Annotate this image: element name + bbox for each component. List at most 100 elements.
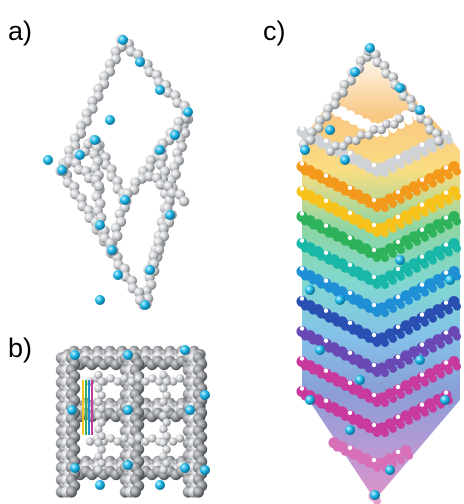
hydrogen-atom xyxy=(419,177,425,182)
nitrogen-atom xyxy=(315,345,325,355)
nitrogen-atom xyxy=(113,270,123,280)
hydrogen-atom xyxy=(371,274,377,280)
hydrogen-atom xyxy=(443,390,449,395)
layer-atom xyxy=(381,429,389,437)
framework-atom xyxy=(331,141,341,151)
hydrogen-atom xyxy=(395,384,401,390)
framework-atom xyxy=(168,437,178,446)
framework-atom xyxy=(379,60,390,71)
framework-atom xyxy=(306,127,317,138)
framework-atom xyxy=(94,370,103,380)
hydrogen-atom xyxy=(395,154,401,160)
hydrogen-atom xyxy=(299,161,305,166)
framework-atom xyxy=(159,425,168,434)
panel-label-b: b) xyxy=(8,333,33,363)
hydrogen-atom xyxy=(323,173,329,178)
framework-atom xyxy=(119,263,130,275)
framework-atom xyxy=(159,397,168,407)
framework-atom xyxy=(114,208,125,220)
layer-atom xyxy=(445,366,453,375)
hydrogen-atom xyxy=(371,422,377,428)
layer-fringe xyxy=(91,380,93,435)
nitrogen-atom xyxy=(325,125,335,135)
nitrogen-atom xyxy=(43,155,53,165)
layer-atom xyxy=(405,451,413,460)
hydrogen-atom xyxy=(395,294,401,300)
layer-atom xyxy=(421,233,429,242)
hydrogen-atom xyxy=(443,360,449,365)
layer-atom xyxy=(429,144,437,153)
hydrogen-atom xyxy=(443,330,449,335)
nitrogen-atom xyxy=(145,265,155,275)
layer-atom xyxy=(429,404,437,413)
layer-atom xyxy=(381,254,389,262)
framework-atom xyxy=(162,377,171,386)
layer-atom xyxy=(421,288,429,297)
hydrogen-atom xyxy=(443,190,449,195)
hydrogen-atom xyxy=(323,250,329,255)
layer-atom xyxy=(413,322,421,331)
nitrogen-atom xyxy=(305,395,315,405)
hydrogen-atom xyxy=(347,150,353,155)
layer-atom xyxy=(413,382,421,391)
layer-atom xyxy=(421,348,429,357)
framework-atom xyxy=(314,115,325,126)
layer-atom xyxy=(381,369,389,377)
nitrogen-atom xyxy=(155,85,165,95)
framework-atom xyxy=(323,103,334,114)
framework-atom xyxy=(153,236,164,248)
layer-atom xyxy=(437,252,445,261)
framework-atom xyxy=(94,425,103,434)
framework-atom xyxy=(93,83,104,95)
nitrogen-atom xyxy=(95,480,105,490)
framework-atom xyxy=(127,377,136,386)
layer-atom xyxy=(421,318,429,327)
layer-atom xyxy=(397,245,405,254)
layer-atom xyxy=(405,191,413,200)
hydrogen-atom xyxy=(323,198,329,203)
hydrogen-atom xyxy=(347,185,353,190)
nitrogen-atom xyxy=(123,350,133,360)
layer-atom xyxy=(429,204,437,213)
framework-atom xyxy=(431,128,442,139)
nitrogen-atom xyxy=(305,285,315,295)
layer-atom xyxy=(445,248,453,257)
layer-atom xyxy=(445,336,453,345)
nitrogen-atom xyxy=(120,195,130,205)
framework-atom xyxy=(405,94,416,105)
framework-atom xyxy=(148,250,159,261)
hydrogen-atom xyxy=(395,449,401,455)
layer-atom xyxy=(453,192,461,201)
framework-atom xyxy=(127,437,136,446)
framework-atom xyxy=(167,187,178,199)
layer-atom xyxy=(381,204,389,212)
layer-atom xyxy=(413,212,421,221)
layer-atom xyxy=(429,374,437,383)
hydrogen-atom xyxy=(347,445,353,450)
framework-atom xyxy=(162,418,171,427)
framework-atom xyxy=(339,79,350,90)
layer-atom xyxy=(397,360,405,369)
nitrogen-atom xyxy=(67,405,77,415)
hydrogen-atom xyxy=(347,262,353,267)
framework-atom xyxy=(192,486,204,498)
layer-atom xyxy=(429,314,437,323)
layer-atom xyxy=(405,216,413,225)
framework-atom xyxy=(110,46,121,57)
nitrogen-atom xyxy=(70,350,80,360)
layer-atom xyxy=(405,116,413,125)
hydrogen-atom xyxy=(299,386,305,391)
hydrogen-atom xyxy=(323,98,329,103)
framework-atom xyxy=(113,377,122,386)
framework-atom xyxy=(175,374,185,383)
framework-atom xyxy=(106,434,116,443)
hydrogen-atom xyxy=(419,372,425,377)
nitrogen-atom xyxy=(135,57,145,67)
hydrogen-atom xyxy=(419,254,425,259)
nitrogen-atom xyxy=(170,130,180,140)
layer-atom xyxy=(445,196,453,205)
layer-atom xyxy=(381,281,389,289)
framework-atom xyxy=(112,176,123,187)
nitrogen-atom xyxy=(415,355,425,365)
nitrogen-atom xyxy=(155,480,165,490)
